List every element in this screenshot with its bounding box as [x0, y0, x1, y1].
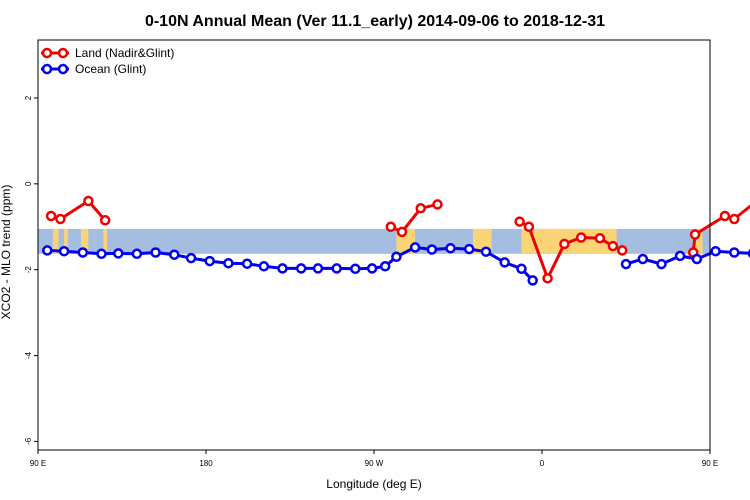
- ocean-data-point: [620, 258, 632, 270]
- ocean-data-point: [204, 255, 215, 267]
- land-data-point: [415, 203, 426, 214]
- land-data-point: [575, 232, 587, 243]
- land-data-point: [729, 213, 740, 225]
- ocean-data-point: [463, 243, 475, 255]
- ocean-data-point: [516, 263, 527, 275]
- land-patch: [52, 228, 59, 254]
- x-tick-label: 0: [540, 459, 545, 468]
- ocean-data-point: [426, 244, 438, 255]
- land-legend-marker: [41, 47, 53, 59]
- ocean-legend-label: Ocean (Glint): [75, 62, 146, 76]
- y-axis-title: XCO2 - MLO trend (ppm): [0, 185, 13, 320]
- ocean-data-point: [277, 263, 288, 274]
- ocean-data-point: [77, 247, 89, 258]
- land-data-point: [83, 195, 94, 207]
- ocean-data-point: [691, 253, 703, 265]
- ocean-data-point: [637, 253, 649, 265]
- ocean-data-point: [445, 242, 456, 254]
- x-tick-label: 180: [199, 459, 213, 468]
- x-tick-label: 90 W: [365, 459, 384, 468]
- land-legend-label: Land (Nadir&Glint): [75, 46, 174, 60]
- ocean-data-point: [241, 258, 253, 269]
- land-data-point: [559, 238, 570, 250]
- land-data-point: [607, 240, 619, 252]
- land-data-point: [432, 199, 443, 210]
- land-data-point: [689, 229, 701, 240]
- ocean-data-point: [480, 246, 492, 257]
- ocean-data-point: [409, 242, 421, 253]
- ocean-series-line: [625, 249, 750, 266]
- land-data-point: [55, 213, 66, 225]
- land-patch: [80, 228, 89, 254]
- ocean-data-point: [295, 263, 307, 274]
- ocean-data-point: [710, 245, 721, 257]
- ocean-data-point: [131, 248, 143, 260]
- y-tick-label: 2: [24, 95, 33, 100]
- land-data-point: [514, 216, 525, 227]
- land-patch: [695, 228, 703, 254]
- x-tick-label: 90 E: [702, 459, 718, 468]
- land-data-point: [99, 215, 111, 226]
- ocean-data-point: [58, 245, 70, 257]
- land-data-point: [617, 245, 628, 256]
- x-axis: 90 E 180 90 W 0 90 E: [30, 450, 718, 468]
- y-tick-label: -4: [24, 351, 33, 359]
- ocean-data-point: [185, 252, 197, 264]
- y-tick-label: 0: [24, 181, 33, 186]
- land-data-point: [594, 233, 606, 244]
- chart-title: 0-10N Annual Mean (Ver 11.1_early) 2014-…: [145, 13, 605, 30]
- ocean-data-point: [223, 257, 234, 269]
- ocean-data-point: [729, 247, 740, 258]
- land-data-point: [45, 210, 57, 222]
- ocean-data-point: [391, 251, 402, 263]
- ocean-data-point: [258, 261, 270, 272]
- ocean-legend-marker: [57, 63, 69, 75]
- land-series-line: [390, 202, 438, 234]
- ocean-data-point: [42, 245, 53, 256]
- ocean-data-point: [169, 249, 180, 260]
- land-data-point: [396, 226, 408, 238]
- land-data-point: [385, 221, 397, 233]
- y-tick-label: -2: [24, 266, 33, 274]
- land-patch: [64, 228, 68, 254]
- ocean-data-point: [499, 257, 510, 268]
- ocean-data-point: [331, 263, 342, 274]
- series-points: [42, 195, 750, 286]
- y-tick-label: -6: [24, 437, 33, 445]
- ocean-data-point: [366, 263, 378, 274]
- y-axis: 2 0 -2 -4 -6: [24, 95, 38, 445]
- ocean-legend-marker: [41, 63, 53, 75]
- ocean-data-point: [312, 263, 324, 274]
- land-data-point: [719, 210, 731, 222]
- ocean-data-point: [96, 248, 107, 260]
- ocean-data-point: [350, 263, 361, 275]
- ocean-data-point: [674, 250, 686, 262]
- land-data-point: [523, 221, 535, 233]
- ocean-data-point: [527, 275, 538, 286]
- x-tick-label: 90 E: [30, 459, 46, 468]
- ocean-data-point: [379, 261, 391, 272]
- ocean-data-point: [113, 248, 124, 259]
- land-data-point: [542, 273, 553, 284]
- legend: Land (Nadir&Glint) Ocean (Glint): [41, 46, 174, 76]
- land-patch: [103, 228, 108, 254]
- ocean-data-point: [656, 258, 667, 270]
- x-axis-title: Longitude (deg E): [326, 477, 421, 491]
- land-legend-marker: [57, 47, 69, 59]
- ocean-data-point: [150, 247, 161, 258]
